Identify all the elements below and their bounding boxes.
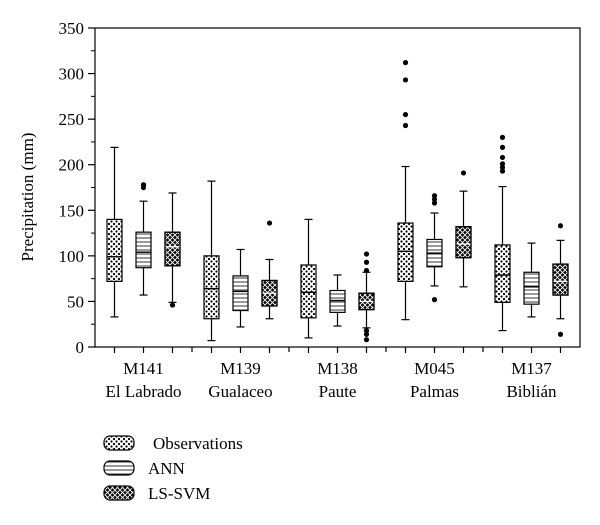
box-outline (552, 263, 569, 296)
outlier-point (431, 196, 438, 202)
y-tick-label: 150 (59, 201, 85, 220)
box-lines (232, 248, 249, 328)
outlier-point (499, 134, 506, 140)
outlier-point (402, 122, 409, 129)
outlier-point (140, 182, 147, 188)
outlier-point (499, 154, 506, 161)
box-crosshatch (358, 251, 375, 343)
category-code-label: M139 (220, 359, 261, 378)
box-iqr (494, 244, 511, 303)
box-iqr (552, 263, 569, 296)
category-name-label: Gualaceo (208, 382, 272, 401)
outlier-point (363, 331, 370, 337)
outlier-point (266, 220, 273, 226)
outlier-point (557, 223, 564, 229)
legend: Observations ANN LS-SVM (103, 434, 243, 503)
box-iqr (106, 218, 123, 282)
box-iqr (232, 275, 249, 312)
y-tick-label: 350 (59, 19, 85, 38)
y-tick-label: 250 (59, 110, 85, 129)
category-name-label: Palmas (410, 382, 459, 401)
category-name-label: Paute (319, 382, 357, 401)
y-tick-label: 200 (59, 156, 85, 175)
box-crosshatch (261, 220, 278, 320)
box-lines (135, 182, 152, 296)
box-crosshatch (164, 192, 181, 308)
outlier-point (431, 297, 438, 303)
outlier-point (363, 259, 370, 265)
outlier-point (402, 77, 409, 83)
outlier-point (169, 302, 176, 308)
box-dots (106, 146, 123, 318)
outlier-point (499, 144, 506, 150)
legend-swatch-dots (103, 435, 135, 451)
box-iqr (203, 255, 220, 320)
category-name-label: Biblián (506, 382, 557, 401)
outlier-point (363, 327, 370, 334)
outlier-point (499, 168, 506, 174)
box-crosshatch (455, 170, 472, 288)
y-tick-label: 50 (67, 292, 84, 311)
outlier-point (499, 164, 506, 171)
outlier-point (402, 111, 409, 118)
outlier-point (431, 193, 438, 199)
box-dots (203, 180, 220, 342)
y-tick-label: 100 (59, 247, 85, 266)
legend-label: Observations (153, 434, 243, 453)
outlier-point (460, 170, 467, 176)
box-outline (455, 226, 472, 259)
category-code-label: M138 (317, 359, 358, 378)
box-iqr (135, 231, 152, 269)
outlier-point (431, 200, 438, 206)
category-code-label: M045 (414, 359, 455, 378)
box-iqr (300, 264, 317, 319)
box-lines (329, 274, 346, 327)
box-iqr (397, 222, 414, 282)
legend-swatch-lines (103, 460, 135, 476)
box-iqr (523, 271, 540, 305)
legend-label: ANN (148, 459, 185, 478)
y-axis-title: Precipitation (mm) (18, 133, 37, 262)
box-dots (300, 218, 317, 339)
legend-label: LS-SVM (148, 484, 210, 503)
box-outline (164, 231, 181, 267)
box-outline (261, 279, 278, 307)
box-iqr (329, 289, 346, 313)
box-lines (426, 193, 443, 303)
category-code-label: M141 (123, 359, 164, 378)
y-tick-label: 0 (76, 338, 85, 357)
box-iqr (164, 231, 181, 267)
outlier-point (557, 331, 564, 337)
box-iqr (455, 226, 472, 259)
box-lines (523, 242, 540, 318)
box-crosshatch (552, 223, 569, 337)
category-name-label: El Labrado (106, 382, 182, 401)
box-dots (494, 134, 511, 332)
outlier-point (363, 267, 370, 274)
outlier-point (363, 337, 370, 343)
outlier-point (499, 161, 506, 167)
box-outline (358, 292, 375, 311)
outlier-point (363, 251, 370, 257)
outlier-point (402, 60, 409, 66)
legend-swatch-crosshatch (103, 485, 135, 501)
y-tick-label: 300 (59, 65, 85, 84)
box-dots (397, 60, 414, 321)
category-code-label: M137 (511, 359, 552, 378)
